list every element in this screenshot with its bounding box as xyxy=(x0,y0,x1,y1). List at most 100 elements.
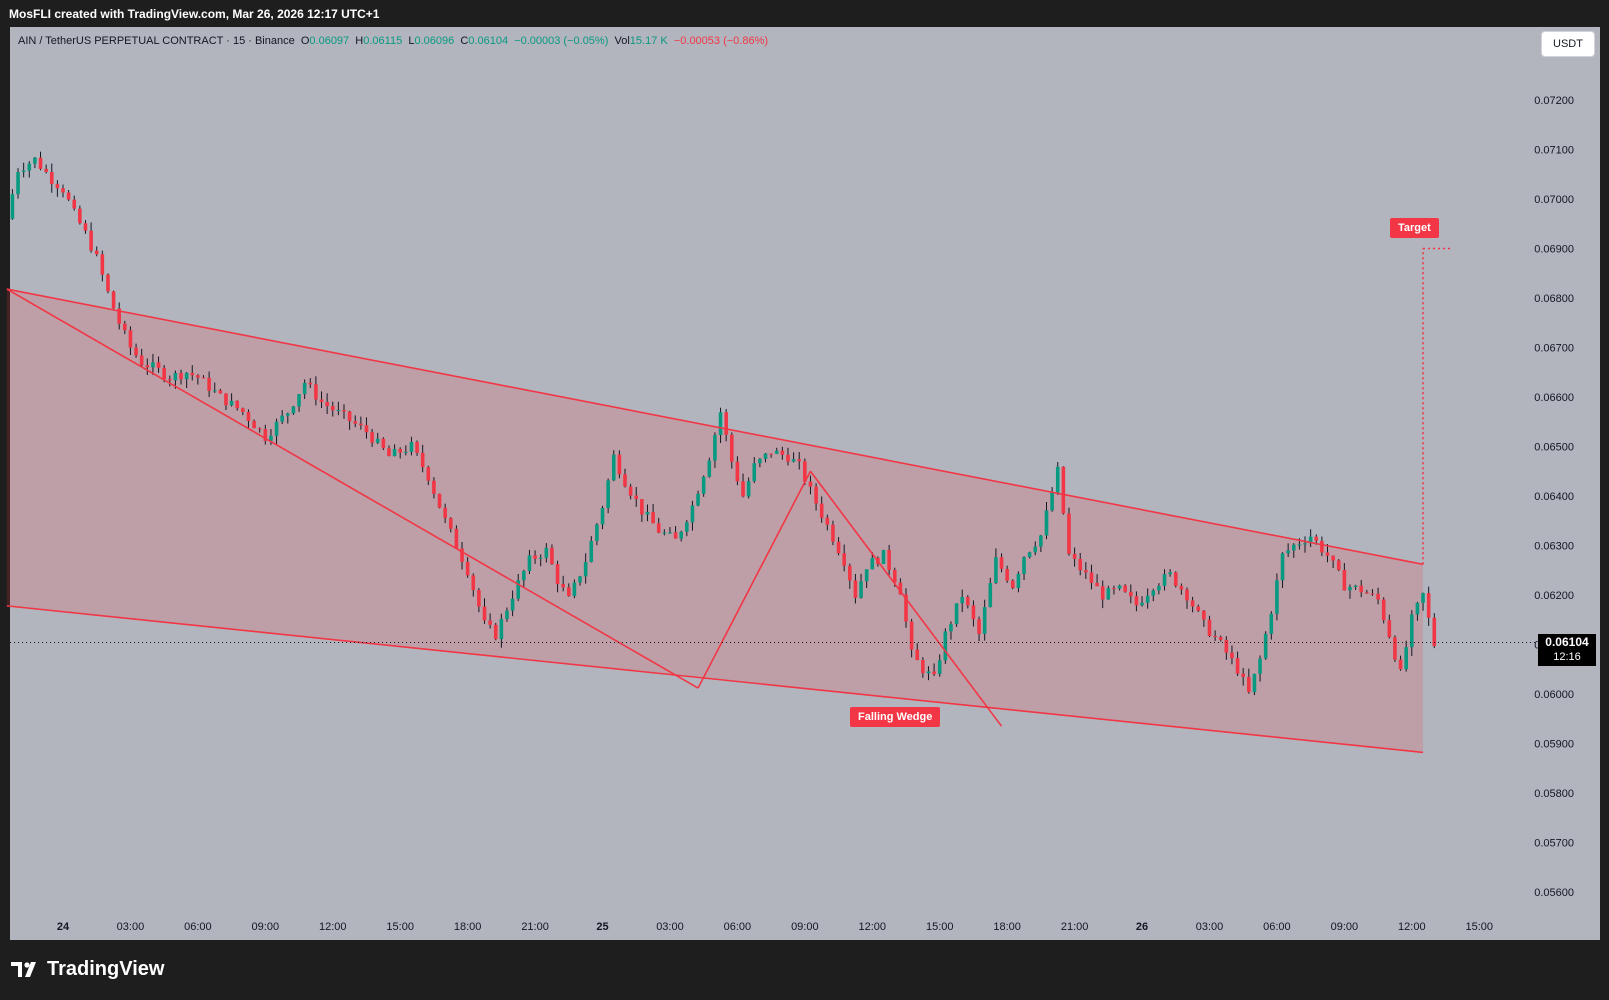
candle-body xyxy=(229,400,234,406)
lower-trendline[interactable] xyxy=(6,605,1424,754)
candle-body xyxy=(117,308,121,324)
symbol-title[interactable]: AIN / TetherUS PERPETUAL CONTRACT · 15 ·… xyxy=(18,35,295,47)
candle-body xyxy=(499,618,504,640)
candle-body xyxy=(746,481,751,497)
candle-body xyxy=(145,365,150,368)
candle-body xyxy=(825,517,830,525)
candle-body xyxy=(123,323,127,331)
candle-body xyxy=(55,184,60,189)
candle-body xyxy=(1117,585,1122,589)
candle-body xyxy=(128,330,133,348)
x-tick-label: 15:00 xyxy=(386,921,414,933)
zigzag-leg-3[interactable] xyxy=(809,470,1003,727)
candle-body xyxy=(724,412,728,435)
candle-body xyxy=(982,607,987,634)
candle-body xyxy=(179,372,183,380)
y-tick-label: 0.06000 xyxy=(1534,689,1574,701)
candle-body xyxy=(707,460,712,477)
candle-body xyxy=(971,605,976,620)
currency-button[interactable]: USDT xyxy=(1541,31,1595,57)
candle-body xyxy=(1314,536,1319,541)
candle-body xyxy=(1095,582,1099,587)
candle-body xyxy=(415,442,419,453)
x-tick-label: 12:00 xyxy=(319,921,347,933)
x-tick-label: 03:00 xyxy=(656,921,684,933)
candle-body xyxy=(1005,568,1009,581)
candle-body xyxy=(89,230,93,251)
candle-body xyxy=(443,507,447,519)
candle-body xyxy=(544,547,549,558)
candle-body xyxy=(1016,573,1021,588)
x-tick-label: 03:00 xyxy=(1196,921,1224,933)
candle-body xyxy=(235,400,240,409)
candle-body xyxy=(842,553,846,566)
candle-body xyxy=(954,603,959,625)
candle-body xyxy=(325,401,329,407)
candle-body xyxy=(1331,555,1335,561)
candle-body xyxy=(1213,635,1217,638)
candle-body xyxy=(280,415,284,422)
candle-body xyxy=(1140,602,1144,606)
candle-body xyxy=(420,452,425,468)
low-label: L xyxy=(408,35,415,47)
candle-body xyxy=(1157,585,1161,591)
bar-countdown: 12:16 xyxy=(1553,651,1581,663)
candle-body xyxy=(33,157,37,164)
candle-body xyxy=(100,254,105,275)
candle-body xyxy=(342,409,346,412)
candle-body xyxy=(623,474,627,487)
candle-body xyxy=(83,223,88,231)
candle-body xyxy=(1129,591,1133,597)
candle-body xyxy=(106,274,110,292)
candle-body xyxy=(167,379,172,381)
candle-body xyxy=(1055,466,1060,493)
zigzag-leg-2[interactable] xyxy=(697,470,812,689)
candle-body xyxy=(690,505,695,523)
candle-body xyxy=(1415,602,1420,615)
wedge-fill xyxy=(6,289,1424,753)
candle-body xyxy=(763,453,768,459)
candle-body xyxy=(1202,610,1206,620)
target-label[interactable]: Target xyxy=(1390,218,1439,238)
candle-body xyxy=(1348,587,1352,591)
x-tick-label: 21:00 xyxy=(1061,921,1089,933)
zigzag-leg-1[interactable] xyxy=(6,288,699,689)
candle-body xyxy=(111,291,116,309)
low-value: 0.06096 xyxy=(414,35,455,47)
candle-body xyxy=(774,450,779,454)
top-credit-bar: MosFLI created with TradingView.com, Mar… xyxy=(0,0,1609,27)
candle-body xyxy=(1106,588,1111,600)
candle-body xyxy=(1365,592,1369,594)
volume-value: 15.17 K xyxy=(629,35,668,47)
candle-body xyxy=(803,461,807,482)
candle-body xyxy=(156,362,161,368)
candle-body xyxy=(1100,586,1105,600)
high-value: 0.06115 xyxy=(363,35,403,47)
x-tick-label: 18:00 xyxy=(993,921,1021,933)
candle-body xyxy=(1421,593,1425,603)
candle-body xyxy=(1039,535,1043,547)
high-label: H xyxy=(355,35,364,47)
candle-body xyxy=(640,499,644,515)
candle-body xyxy=(1297,544,1302,546)
candle-body xyxy=(656,523,661,533)
falling-wedge-label[interactable]: Falling Wedge xyxy=(850,707,941,727)
candle-body xyxy=(943,631,948,661)
x-tick-label: 24 xyxy=(57,921,70,933)
candle-body xyxy=(1291,544,1296,551)
candle-body xyxy=(387,448,391,457)
tradingview-logo[interactable]: TradingView xyxy=(11,958,164,981)
candle-body xyxy=(364,425,369,433)
candle-body xyxy=(1145,595,1150,603)
y-tick-label: 0.06200 xyxy=(1534,590,1574,602)
y-tick-label: 0.07100 xyxy=(1534,145,1574,157)
candle-body xyxy=(848,565,852,581)
candle-body xyxy=(1353,585,1358,588)
candle-body xyxy=(780,450,785,455)
upper-trendline[interactable] xyxy=(6,288,1424,566)
candle-body xyxy=(173,372,178,381)
candle-body xyxy=(134,347,138,356)
candle-body xyxy=(302,382,307,395)
y-tick-label: 0.05700 xyxy=(1534,838,1574,850)
